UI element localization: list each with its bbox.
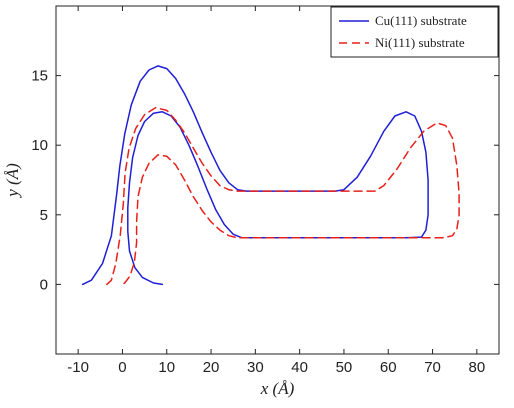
- x-tick-label: 0: [118, 359, 126, 376]
- y-axis-label: y (Å): [3, 163, 22, 199]
- x-tick-label: 60: [380, 359, 397, 376]
- x-tick-label: 50: [336, 359, 353, 376]
- legend-label-ni: Ni(111) substrate: [375, 35, 465, 50]
- series-line-ni: [106, 106, 460, 286]
- legend: Cu(111) substrate Ni(111) substrate: [330, 6, 499, 58]
- x-tick-label: 20: [203, 359, 220, 376]
- y-tick-label: 15: [31, 68, 48, 85]
- x-tick-label: 40: [291, 359, 308, 376]
- y-tick-label: 10: [31, 137, 48, 154]
- series-layer: [81, 65, 460, 286]
- x-tick-label: -10: [67, 359, 89, 376]
- legend-box: [330, 6, 499, 58]
- y-tick-label: 5: [40, 207, 48, 224]
- plot-frame: [55, 5, 500, 355]
- series-line-cu: [81, 65, 429, 286]
- y-tick-label: 0: [40, 276, 48, 293]
- x-tick-label: 70: [424, 359, 441, 376]
- x-tick-label: 30: [247, 359, 264, 376]
- x-axis-label: x (Å): [260, 379, 295, 398]
- legend-label-cu: Cu(111) substrate: [375, 13, 467, 28]
- x-tick-label: 80: [469, 359, 486, 376]
- x-tick-label: 10: [158, 359, 175, 376]
- ticks-layer: -10 0 10 20 30 40 50 60 70 80 0 5 10 15: [31, 6, 499, 376]
